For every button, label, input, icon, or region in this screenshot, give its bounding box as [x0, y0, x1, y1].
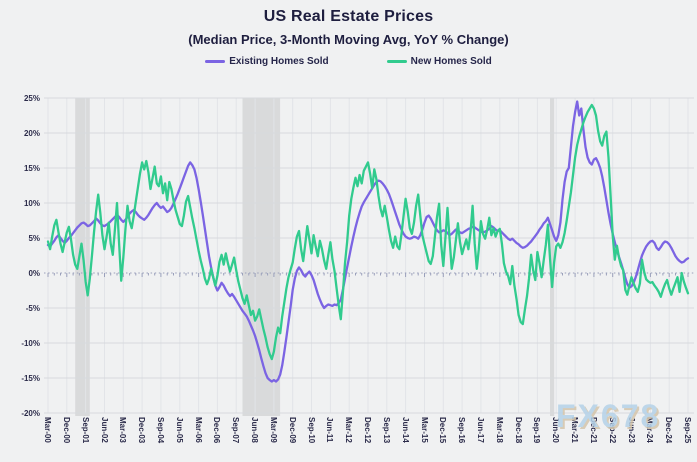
y-axis-label: -15%	[21, 373, 40, 383]
x-axis-label: Sep-01	[80, 417, 90, 444]
x-axis-label: Dec-00	[61, 417, 71, 444]
x-axis-label: Sep-10	[306, 417, 316, 444]
x-axis-label: Mar-15	[419, 417, 429, 443]
legend: Existing Homes Sold New Homes Sold	[0, 56, 697, 67]
y-axis-label: 10%	[23, 198, 40, 208]
y-axis-label: -20%	[21, 408, 40, 418]
x-axis-label: Jun-11	[325, 417, 335, 443]
legend-item-new-homes[interactable]: New Homes Sold	[386, 56, 492, 67]
x-axis-label: Mar-03	[118, 417, 128, 443]
x-axis-label: Mar-09	[268, 417, 278, 443]
x-axis-label: Mar-06	[193, 417, 203, 443]
x-axis-label: Sep-19	[532, 417, 542, 444]
x-axis-label: Jun-08	[250, 417, 260, 443]
watermark: FX678	[556, 398, 661, 434]
series-line-existing-homes-sold	[46, 100, 690, 383]
x-axis-label: Dec-15	[438, 417, 448, 444]
x-axis-label: Sep-16	[457, 417, 467, 444]
y-axis-label: -5%	[25, 303, 40, 313]
y-axis-label: 5%	[28, 233, 40, 243]
x-axis-label: Dec-12	[363, 417, 372, 444]
y-axis-label: 0%	[28, 268, 40, 278]
x-axis-label: Mar-12	[344, 417, 354, 443]
x-axis-label: Jun-05	[174, 417, 184, 443]
x-axis-label: Mar-00	[43, 417, 52, 443]
x-axis-label: Sep-13	[381, 417, 391, 444]
y-axis-label: -10%	[21, 338, 40, 348]
x-axis-label: Jun-17	[475, 417, 485, 443]
y-axis-label: 20%	[23, 128, 40, 138]
x-axis-label: Sep-04	[155, 417, 165, 444]
x-axis-label: Mar-18	[494, 417, 504, 443]
recession-band	[242, 98, 281, 416]
series-line-new-homes-sold	[46, 103, 690, 361]
x-axis-label: Dec-06	[212, 417, 222, 444]
x-axis-label: Jun-02	[99, 417, 109, 443]
y-axis-label: 25%	[23, 93, 40, 103]
x-axis-label: Dec-03	[137, 417, 147, 444]
x-axis-label: Jun-14	[400, 417, 410, 443]
legend-label-existing: Existing Homes Sold	[229, 56, 329, 67]
legend-label-new: New Homes Sold	[410, 56, 492, 67]
legend-item-existing-homes[interactable]: Existing Homes Sold	[205, 56, 329, 67]
recession-band	[550, 98, 555, 416]
chart-title: US Real Estate Prices	[263, 8, 434, 25]
x-axis-label: Sep-07	[231, 417, 241, 444]
chart-subtitle: (Median Price, 3-Month Moving Avg, YoY %…	[188, 32, 509, 47]
chart-header: US Real Estate Prices (Median Price, 3-M…	[0, 0, 697, 67]
x-axis-label: Dec-24	[664, 417, 674, 444]
y-axis-label: 15%	[23, 163, 40, 173]
x-axis-label: Dec-18	[513, 417, 523, 444]
legend-swatch-existing-icon	[205, 59, 226, 64]
x-axis-label: Sep-25	[683, 417, 692, 444]
x-axis-label: Dec-09	[287, 417, 297, 444]
legend-swatch-new-icon	[386, 59, 407, 64]
